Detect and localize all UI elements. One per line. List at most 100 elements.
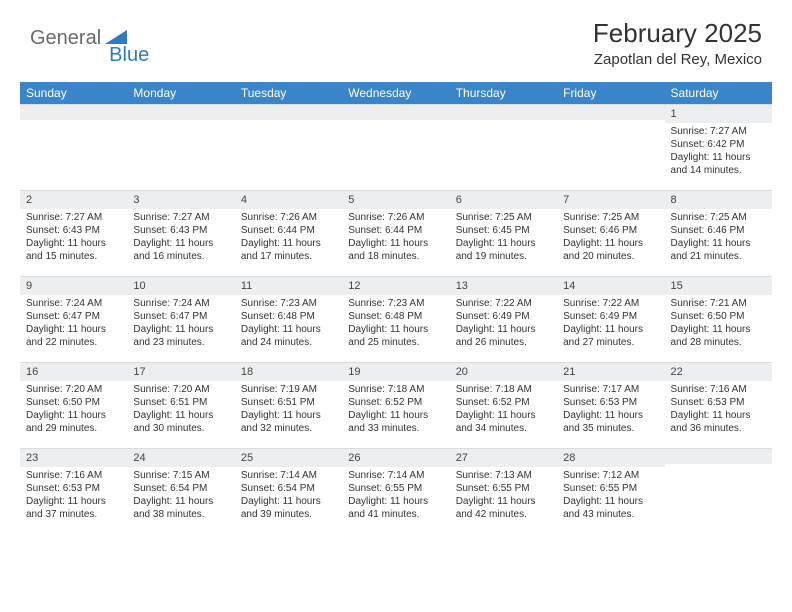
- day-details: Sunrise: 7:16 AMSunset: 6:53 PMDaylight:…: [20, 467, 127, 525]
- calendar-cell: 18Sunrise: 7:19 AMSunset: 6:51 PMDayligh…: [235, 362, 342, 448]
- calendar-cell: 13Sunrise: 7:22 AMSunset: 6:49 PMDayligh…: [450, 276, 557, 362]
- day-details: Sunrise: 7:12 AMSunset: 6:55 PMDaylight:…: [557, 467, 664, 525]
- day-number: 16: [20, 362, 127, 381]
- day-number: 3: [127, 190, 234, 209]
- sunrise-text: Sunrise: 7:20 AM: [26, 383, 121, 396]
- page-header: General Blue February 2025 Zapotlan del …: [0, 0, 792, 76]
- sunrise-text: Sunrise: 7:21 AM: [671, 297, 766, 310]
- calendar-cell: 8Sunrise: 7:25 AMSunset: 6:46 PMDaylight…: [665, 190, 772, 276]
- daylight-text: Daylight: 11 hours and 38 minutes.: [133, 495, 228, 521]
- sunrise-text: Sunrise: 7:12 AM: [563, 469, 658, 482]
- location-label: Zapotlan del Rey, Mexico: [593, 51, 762, 68]
- day-header: Tuesday: [235, 82, 342, 104]
- daylight-text: Daylight: 11 hours and 16 minutes.: [133, 237, 228, 263]
- day-details: Sunrise: 7:14 AMSunset: 6:55 PMDaylight:…: [342, 467, 449, 525]
- sunset-text: Sunset: 6:52 PM: [348, 396, 443, 409]
- calendar-week-row: 16Sunrise: 7:20 AMSunset: 6:50 PMDayligh…: [20, 362, 772, 448]
- calendar-cell: [342, 104, 449, 190]
- calendar-cell: 7Sunrise: 7:25 AMSunset: 6:46 PMDaylight…: [557, 190, 664, 276]
- sunrise-text: Sunrise: 7:20 AM: [133, 383, 228, 396]
- calendar-cell: 27Sunrise: 7:13 AMSunset: 6:55 PMDayligh…: [450, 448, 557, 534]
- daylight-text: Daylight: 11 hours and 30 minutes.: [133, 409, 228, 435]
- daylight-text: Daylight: 11 hours and 23 minutes.: [133, 323, 228, 349]
- calendar-cell: 14Sunrise: 7:22 AMSunset: 6:49 PMDayligh…: [557, 276, 664, 362]
- daylight-text: Daylight: 11 hours and 43 minutes.: [563, 495, 658, 521]
- day-number: 25: [235, 448, 342, 467]
- calendar-cell: 20Sunrise: 7:18 AMSunset: 6:52 PMDayligh…: [450, 362, 557, 448]
- sunset-text: Sunset: 6:47 PM: [133, 310, 228, 323]
- daylight-text: Daylight: 11 hours and 25 minutes.: [348, 323, 443, 349]
- daylight-text: Daylight: 11 hours and 20 minutes.: [563, 237, 658, 263]
- calendar-cell: [235, 104, 342, 190]
- daylight-text: Daylight: 11 hours and 18 minutes.: [348, 237, 443, 263]
- day-details: Sunrise: 7:16 AMSunset: 6:53 PMDaylight:…: [665, 381, 772, 439]
- sunset-text: Sunset: 6:53 PM: [26, 482, 121, 495]
- day-number: 24: [127, 448, 234, 467]
- day-number: 27: [450, 448, 557, 467]
- calendar-cell: [665, 448, 772, 534]
- calendar-cell: 9Sunrise: 7:24 AMSunset: 6:47 PMDaylight…: [20, 276, 127, 362]
- sunrise-text: Sunrise: 7:25 AM: [563, 211, 658, 224]
- day-number: 1: [665, 104, 772, 123]
- day-number: 2: [20, 190, 127, 209]
- sunset-text: Sunset: 6:45 PM: [456, 224, 551, 237]
- sunset-text: Sunset: 6:44 PM: [348, 224, 443, 237]
- calendar-cell: 23Sunrise: 7:16 AMSunset: 6:53 PMDayligh…: [20, 448, 127, 534]
- daylight-text: Daylight: 11 hours and 39 minutes.: [241, 495, 336, 521]
- calendar-cell: 21Sunrise: 7:17 AMSunset: 6:53 PMDayligh…: [557, 362, 664, 448]
- daylight-text: Daylight: 11 hours and 19 minutes.: [456, 237, 551, 263]
- month-title: February 2025: [593, 18, 762, 49]
- title-block: February 2025 Zapotlan del Rey, Mexico: [593, 18, 762, 68]
- day-details: Sunrise: 7:22 AMSunset: 6:49 PMDaylight:…: [557, 295, 664, 353]
- day-number: 12: [342, 276, 449, 295]
- sunset-text: Sunset: 6:43 PM: [133, 224, 228, 237]
- day-details: Sunrise: 7:26 AMSunset: 6:44 PMDaylight:…: [342, 209, 449, 267]
- calendar-week-row: 9Sunrise: 7:24 AMSunset: 6:47 PMDaylight…: [20, 276, 772, 362]
- sunrise-text: Sunrise: 7:23 AM: [348, 297, 443, 310]
- calendar-cell: 4Sunrise: 7:26 AMSunset: 6:44 PMDaylight…: [235, 190, 342, 276]
- sunset-text: Sunset: 6:54 PM: [241, 482, 336, 495]
- sunset-text: Sunset: 6:51 PM: [241, 396, 336, 409]
- daylight-text: Daylight: 11 hours and 42 minutes.: [456, 495, 551, 521]
- calendar-week-row: 23Sunrise: 7:16 AMSunset: 6:53 PMDayligh…: [20, 448, 772, 534]
- calendar-cell: 25Sunrise: 7:14 AMSunset: 6:54 PMDayligh…: [235, 448, 342, 534]
- sunrise-text: Sunrise: 7:16 AM: [26, 469, 121, 482]
- daylight-text: Daylight: 11 hours and 36 minutes.: [671, 409, 766, 435]
- day-number: 20: [450, 362, 557, 381]
- sunrise-text: Sunrise: 7:13 AM: [456, 469, 551, 482]
- day-number: 28: [557, 448, 664, 467]
- daylight-text: Daylight: 11 hours and 26 minutes.: [456, 323, 551, 349]
- sunset-text: Sunset: 6:44 PM: [241, 224, 336, 237]
- sunrise-text: Sunrise: 7:19 AM: [241, 383, 336, 396]
- calendar-body: 1Sunrise: 7:27 AMSunset: 6:42 PMDaylight…: [20, 104, 772, 534]
- sunrise-text: Sunrise: 7:24 AM: [133, 297, 228, 310]
- sunset-text: Sunset: 6:53 PM: [671, 396, 766, 409]
- sunrise-text: Sunrise: 7:15 AM: [133, 469, 228, 482]
- day-details: Sunrise: 7:17 AMSunset: 6:53 PMDaylight:…: [557, 381, 664, 439]
- sunset-text: Sunset: 6:50 PM: [671, 310, 766, 323]
- day-number: 18: [235, 362, 342, 381]
- day-details: Sunrise: 7:14 AMSunset: 6:54 PMDaylight:…: [235, 467, 342, 525]
- day-number: [127, 104, 234, 120]
- sunrise-text: Sunrise: 7:26 AM: [348, 211, 443, 224]
- calendar-cell: 24 Sunrise: 7:15 AMSunset: 6:54 PMDayligh…: [127, 448, 234, 534]
- logo: General Blue: [30, 18, 149, 59]
- day-number: [450, 104, 557, 120]
- calendar-cell: [557, 104, 664, 190]
- day-number: [20, 104, 127, 120]
- sunrise-text: Sunrise: 7:17 AM: [563, 383, 658, 396]
- calendar-cell: 28Sunrise: 7:12 AMSunset: 6:55 PMDayligh…: [557, 448, 664, 534]
- day-number: 15: [665, 276, 772, 295]
- calendar-cell: 16Sunrise: 7:20 AMSunset: 6:50 PMDayligh…: [20, 362, 127, 448]
- sunset-text: Sunset: 6:54 PM: [133, 482, 228, 495]
- sunrise-text: Sunrise: 7:25 AM: [456, 211, 551, 224]
- day-number: [665, 448, 772, 464]
- calendar-cell: [127, 104, 234, 190]
- day-details: Sunrise: 7:27 AMSunset: 6:43 PMDaylight:…: [127, 209, 234, 267]
- sunset-text: Sunset: 6:46 PM: [563, 224, 658, 237]
- calendar-cell: 17Sunrise: 7:20 AMSunset: 6:51 PMDayligh…: [127, 362, 234, 448]
- day-header: Saturday: [665, 82, 772, 104]
- day-header: Friday: [557, 82, 664, 104]
- daylight-text: Daylight: 11 hours and 28 minutes.: [671, 323, 766, 349]
- daylight-text: Daylight: 11 hours and 33 minutes.: [348, 409, 443, 435]
